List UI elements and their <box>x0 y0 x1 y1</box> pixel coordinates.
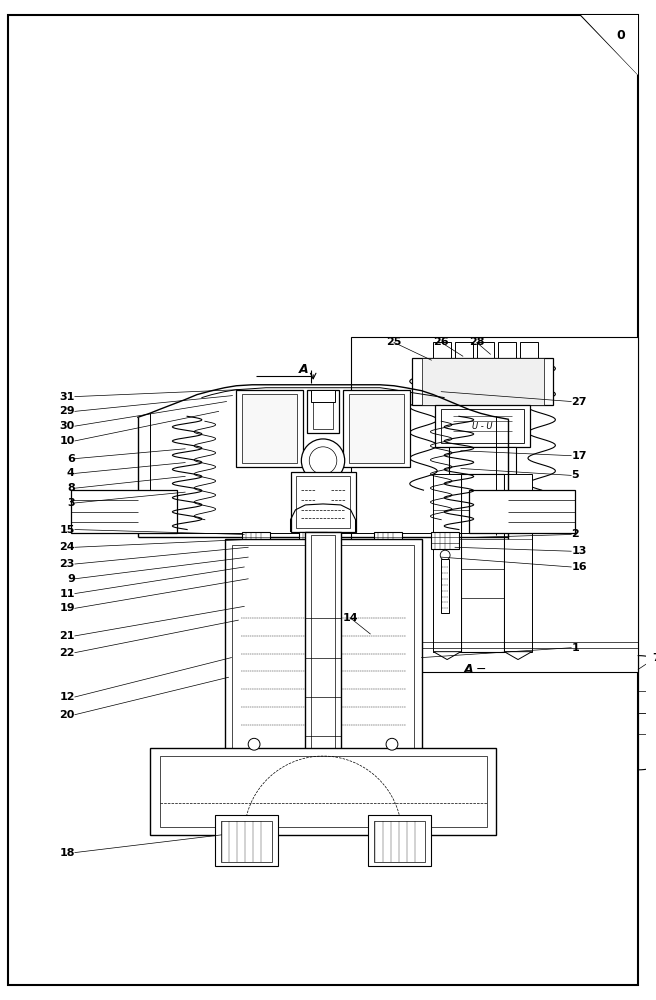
Bar <box>477 342 495 358</box>
Text: 31: 31 <box>60 392 75 402</box>
Text: 25: 25 <box>386 337 401 347</box>
Text: 3: 3 <box>67 498 75 508</box>
Bar <box>374 821 426 862</box>
Bar <box>159 756 487 827</box>
Bar <box>311 390 335 402</box>
Bar <box>434 342 451 358</box>
Text: 1: 1 <box>571 643 579 653</box>
Text: 15: 15 <box>60 525 75 535</box>
Bar <box>236 390 303 467</box>
Bar <box>311 535 335 811</box>
Text: 8: 8 <box>67 483 75 493</box>
Bar <box>242 394 297 463</box>
Bar <box>313 394 333 429</box>
Bar <box>252 559 260 613</box>
Text: 10: 10 <box>60 436 75 446</box>
Polygon shape <box>305 815 340 827</box>
Text: A: A <box>298 363 308 376</box>
Bar <box>307 390 338 433</box>
Bar <box>299 532 327 549</box>
Text: 14: 14 <box>343 613 358 623</box>
Bar <box>455 342 473 358</box>
Text: 19: 19 <box>59 603 75 613</box>
Bar <box>291 472 356 532</box>
Text: 27: 27 <box>571 397 586 407</box>
Bar <box>422 358 544 405</box>
Polygon shape <box>434 652 461 660</box>
Bar <box>224 539 323 756</box>
Bar <box>504 474 532 652</box>
Bar <box>368 815 432 866</box>
Text: 30: 30 <box>60 421 75 431</box>
Bar <box>309 559 317 613</box>
Circle shape <box>386 738 398 750</box>
Bar <box>441 409 524 443</box>
Bar <box>434 474 461 652</box>
Text: 12: 12 <box>59 692 75 702</box>
Text: 20: 20 <box>60 710 75 720</box>
Bar <box>71 490 177 533</box>
Bar <box>342 390 410 467</box>
Bar <box>441 559 449 613</box>
Text: 28: 28 <box>469 337 484 347</box>
Polygon shape <box>581 15 638 75</box>
Text: A: A <box>464 663 474 676</box>
Bar <box>220 821 272 862</box>
Bar <box>331 545 414 754</box>
Bar <box>412 358 554 405</box>
Text: 16: 16 <box>571 562 587 572</box>
Text: 6: 6 <box>67 454 75 464</box>
Text: 9: 9 <box>67 574 75 584</box>
Text: 21: 21 <box>59 631 75 641</box>
Bar <box>150 748 497 835</box>
Text: 13: 13 <box>571 546 586 556</box>
Text: 7: 7 <box>652 653 656 663</box>
Text: 23: 23 <box>60 559 75 569</box>
Text: 0: 0 <box>616 29 625 42</box>
Circle shape <box>308 550 318 560</box>
Circle shape <box>383 550 393 560</box>
Text: 29: 29 <box>59 406 75 416</box>
Circle shape <box>440 550 450 560</box>
Text: 24: 24 <box>59 542 75 552</box>
Bar <box>469 490 575 533</box>
Bar <box>242 532 270 549</box>
Text: 18: 18 <box>59 848 75 858</box>
Bar <box>432 532 459 549</box>
Bar <box>323 539 422 756</box>
Circle shape <box>301 439 344 482</box>
Text: 11: 11 <box>59 589 75 599</box>
Bar <box>499 342 516 358</box>
Text: 2: 2 <box>571 529 579 539</box>
Bar <box>436 405 530 447</box>
Text: −: − <box>476 663 486 676</box>
Text: 5: 5 <box>571 470 579 480</box>
Bar <box>461 474 504 652</box>
Bar <box>520 342 538 358</box>
Bar <box>374 532 402 549</box>
Bar <box>356 626 386 654</box>
Text: U - U: U - U <box>472 422 493 431</box>
Bar <box>297 476 350 528</box>
Text: 26: 26 <box>434 337 449 347</box>
Bar <box>350 337 638 672</box>
Circle shape <box>309 447 337 474</box>
Bar <box>232 545 315 754</box>
Bar <box>646 699 656 727</box>
Bar <box>305 532 340 815</box>
Text: 4: 4 <box>67 468 75 478</box>
Text: 17: 17 <box>571 451 586 461</box>
Polygon shape <box>504 652 532 660</box>
Bar <box>348 394 404 463</box>
Bar <box>215 815 277 866</box>
Bar <box>449 447 516 474</box>
Text: 22: 22 <box>59 648 75 658</box>
Circle shape <box>251 550 261 560</box>
Bar <box>384 559 392 613</box>
Circle shape <box>248 738 260 750</box>
